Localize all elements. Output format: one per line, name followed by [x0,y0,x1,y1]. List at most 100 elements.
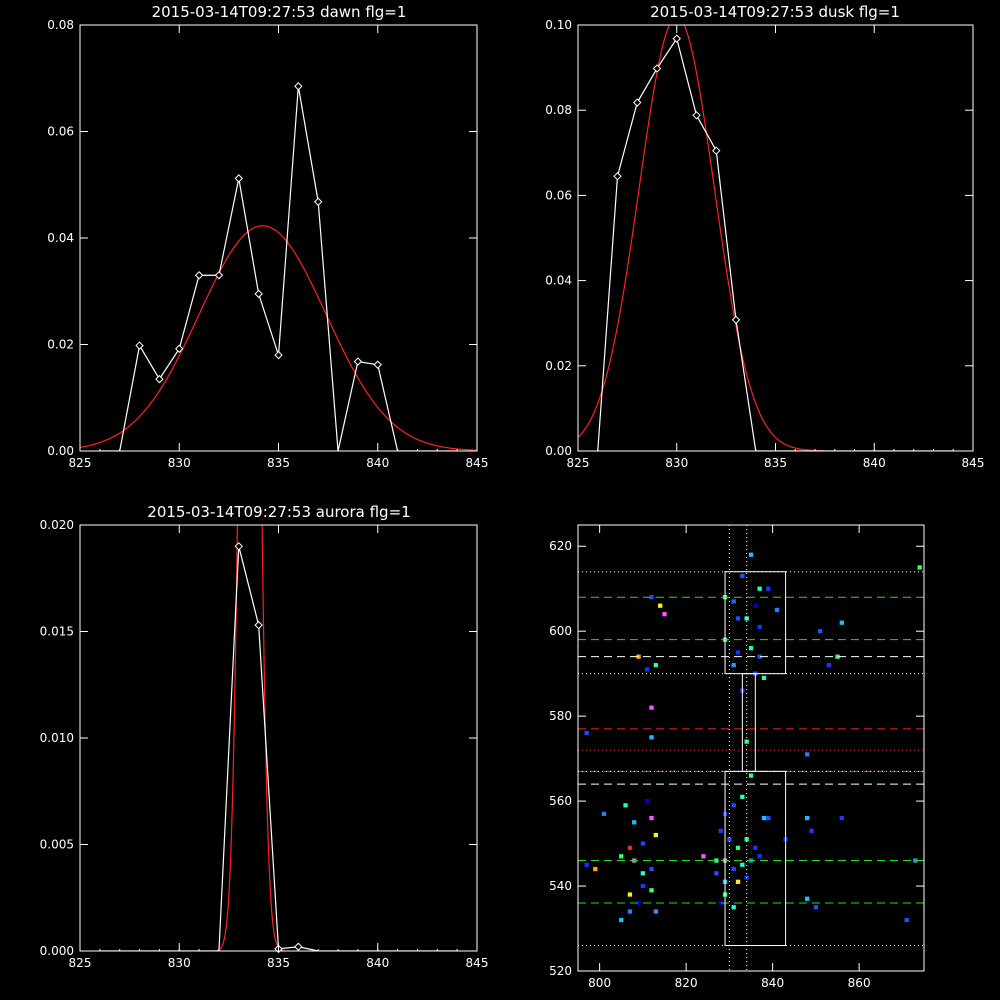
plot-aurora: 2015-03-14T09:27:53 aurora flg=1 825 830 8… [40,503,489,970]
x-tick-label: 825 [69,456,92,470]
heatmap-pixel [839,620,844,625]
x-tick-label: 825 [567,456,590,470]
heatmap-pixel [753,603,758,608]
plot-dusk: 2015-03-14T09:27:53 dusk flg=1 825 830 835… [545,3,984,470]
heatmap-pixel [744,837,749,842]
heatmap-pixel [649,705,654,710]
y-tick-label: 0.02 [545,359,572,373]
y-tick-label: 0.00 [47,444,74,458]
heatmap-pixel [740,862,745,867]
plot-dusk-title: 2015-03-14T09:27:53 dusk flg=1 [650,3,900,21]
x-tick-label: 840 [366,956,389,970]
y-tick-label: 0.04 [47,231,74,245]
y-tick-label: 0.005 [40,838,74,852]
x-tick-label: 840 [366,456,389,470]
heatmap-pixel [735,879,741,884]
heatmap-pixel [735,650,741,655]
heatmap-pixel [753,845,758,850]
heatmap-pixel [731,663,736,668]
y-tick-label: 0.10 [545,18,572,32]
plot-dawn: 2015-03-14T09:27:53 dawn flg=1 825 830 835… [47,3,488,470]
heatmap-pixel [757,854,762,859]
heatmap-pixel [640,871,646,876]
heatmap-pixel [748,646,754,651]
heatmap-pixel [735,616,741,621]
y-tick-label: 0.06 [47,125,74,139]
data-point-dawn [175,344,184,353]
heatmap-pixel [761,815,767,821]
heatmap-pixel [761,675,767,681]
heatmap-pixel [740,573,745,579]
x-tick-label: 840 [863,456,886,470]
y-tick-label: 520 [549,964,572,978]
heatmap-pixel [653,663,659,668]
heatmap-pixel [757,654,762,659]
data-point-dusk [731,315,741,324]
plot-dusk-fit-series [578,25,824,451]
region-box [724,770,787,947]
x-tick-label: 820 [675,976,698,990]
y-tick-label: 600 [549,624,572,638]
heatmap-pixel [748,773,754,778]
heatmap-pixel [640,841,646,846]
heatmap-pixel [701,854,706,859]
heatmap-pixel [649,888,654,893]
plot-heatmap: 800 820 840 860 520 540 560 580 600 620 [549,524,925,990]
y-tick-label: 0.02 [47,338,74,352]
heatmap-pixel [658,603,663,608]
plot-aurora-axes: 825 830 835 840 845 0.000 0.005 0.010 0.015 0.020 [40,518,489,970]
heatmap-pixel [748,552,754,557]
heatmap-pixel [731,905,736,910]
y-tick-label: 0.000 [40,944,74,958]
fit-curve-aurora [214,525,286,951]
heatmap-pixel [718,828,723,833]
heatmap-pixel [731,599,736,604]
heatmap-pixel [904,917,909,923]
heatmap-pixel [805,815,810,821]
data-point-dawn [254,289,263,299]
heatmap-pixel [774,607,780,613]
x-tick-label: 835 [267,956,290,970]
y-tick-label: 0.04 [545,274,572,288]
x-tick-label: 845 [466,456,489,470]
heatmap-pixel [636,900,641,906]
heatmap-guide-lines [578,525,924,971]
heatmap-pixel [744,616,749,621]
y-tick-label: 0.010 [40,731,74,745]
heatmap-pixel [826,663,832,668]
heatmap-pixel [627,892,633,897]
plot-dawn-data-series [99,82,458,451]
data-point-dawn [313,197,323,206]
data-point-dusk [613,172,622,181]
heatmap-pixel [731,803,736,808]
data-point-dawn [194,271,204,280]
data-point-aurora [254,620,263,630]
y-tick-label: 0.00 [545,444,572,458]
data-point-dusk [672,34,681,43]
heatmap-pixel [766,815,771,821]
heatmap-pixel [718,900,723,906]
heatmap-pixel [805,752,810,757]
heatmap-pixel [735,845,741,850]
heatmap-pixel [645,798,650,804]
data-point-dusk [633,98,642,107]
heatmap-pixel [835,654,840,659]
x-tick-label: 845 [962,456,985,470]
heatmap-pixel [917,565,922,570]
heatmap-pixel [740,794,745,799]
data-point-dusk [652,64,662,73]
heatmap-pixel [662,612,667,617]
data-point-aurora [234,542,244,551]
plot-dusk-axes: 825 830 835 840 845 0.00 0.02 0.04 0.06 0.08 0.10 [545,18,984,470]
heatmap-pixel [632,820,637,825]
heatmap-pixel [757,624,762,630]
y-tick-label: 0.020 [40,518,74,532]
x-tick-label: 860 [848,976,871,990]
data-point-dawn [373,360,382,369]
heatmap-pixel [913,858,918,863]
x-tick-label: 840 [761,976,784,990]
data-point-dawn [155,374,164,384]
heatmap-pixel [619,854,624,859]
y-tick-label: 0.08 [545,103,572,117]
